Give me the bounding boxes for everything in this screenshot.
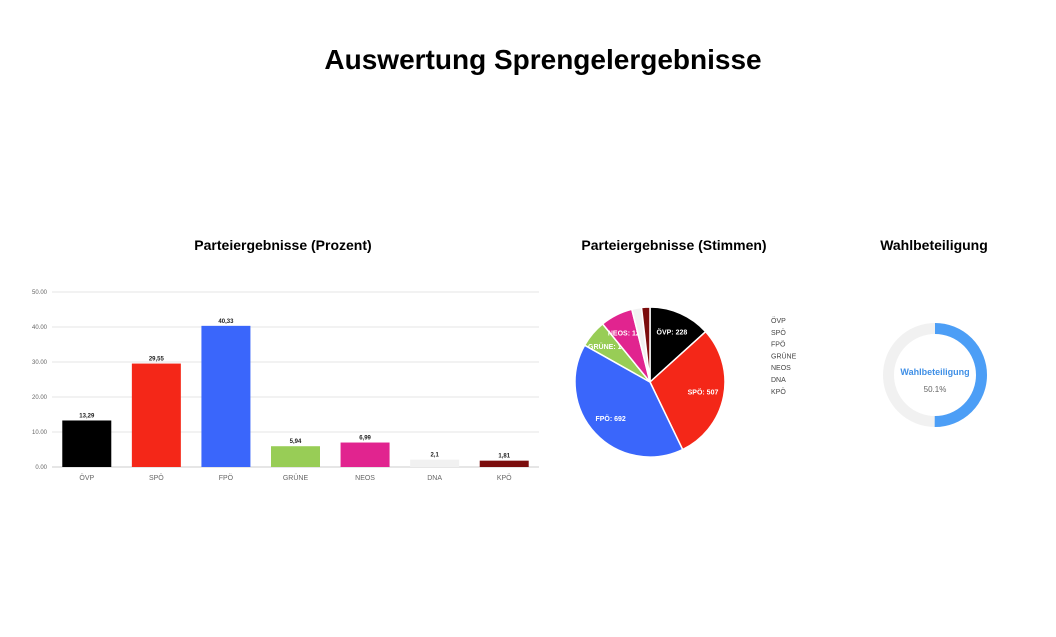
pie-legend-item-gruene[interactable]: GRÜNE [771, 352, 797, 360]
bar-category-label: FPÖ [219, 474, 234, 482]
pie-slice-label: SPÖ: 507 [688, 387, 719, 396]
bar-fpoe[interactable] [201, 325, 251, 467]
bar-y-tick-label: 50.00 [32, 290, 48, 296]
pie-slice-fpoe[interactable] [574, 344, 684, 458]
bar-value-label: 6,99 [359, 436, 371, 442]
bar-neos[interactable] [340, 442, 390, 467]
bar-spoe[interactable] [131, 363, 181, 467]
gauge-value: 50.1% [924, 385, 947, 394]
bar-y-tick-label: 20.00 [32, 395, 48, 401]
gauge-fill[interactable] [934, 323, 988, 427]
bar-category-label: KPÖ [497, 474, 512, 482]
pie-chart-title: Parteiergebnisse (Stimmen) [581, 237, 767, 253]
pie-slice-label: FPÖ: 692 [595, 414, 625, 423]
bar-value-label: 1,81 [498, 454, 510, 460]
bar-gruene[interactable] [271, 446, 320, 467]
pie-legend-item-spoe[interactable]: SPÖ [771, 329, 786, 337]
pie-slice-label: NEOS: 120 [608, 331, 644, 338]
bar-dna[interactable] [410, 459, 460, 467]
bar-oevp[interactable] [62, 420, 112, 467]
pie-slice-oevp[interactable] [649, 306, 707, 384]
bar-y-tick-label: 10.00 [32, 430, 48, 436]
bar-kpoe[interactable] [479, 460, 529, 467]
bar-category-label: DNA [427, 475, 442, 482]
pie-legend-item-fpoe[interactable]: FPÖ [771, 341, 786, 349]
page-title: Auswertung Sprengelergebnisse [324, 44, 762, 75]
pie-legend-item-dna[interactable]: DNA [771, 377, 786, 384]
pie-slice-label: ÖVP: 228 [657, 328, 688, 337]
bar-value-label: 2,1 [430, 453, 439, 459]
bar-chart-title: Parteiergebnisse (Prozent) [194, 237, 372, 253]
bar-y-tick-label: 0.00 [35, 465, 47, 471]
pie-slice-kpoe[interactable] [640, 306, 651, 383]
pie-legend-item-oevp[interactable]: ÖVP [771, 317, 786, 325]
pie-legend-item-kpoe[interactable]: KPÖ [771, 388, 786, 396]
bar-value-label: 13,29 [79, 413, 95, 419]
bar-category-label: GRÜNE [283, 474, 309, 482]
bar-value-label: 29,55 [149, 357, 165, 363]
gauge-chart-title: Wahlbeteiligung [880, 237, 988, 253]
pie-slice-label: GRÜNE: 102 [588, 342, 629, 351]
pie-legend-item-neos[interactable]: NEOS [771, 365, 791, 372]
bar-value-label: 40,33 [218, 319, 234, 325]
gauge-label: Wahlbeteiligung [900, 367, 969, 377]
bar-y-tick-label: 40.00 [32, 325, 48, 331]
bar-value-label: 5,94 [290, 439, 302, 445]
bar-category-label: SPÖ [149, 474, 164, 482]
bar-category-label: NEOS [355, 475, 375, 482]
bar-y-tick-label: 30.00 [32, 360, 48, 366]
bar-category-label: ÖVP [79, 474, 94, 482]
